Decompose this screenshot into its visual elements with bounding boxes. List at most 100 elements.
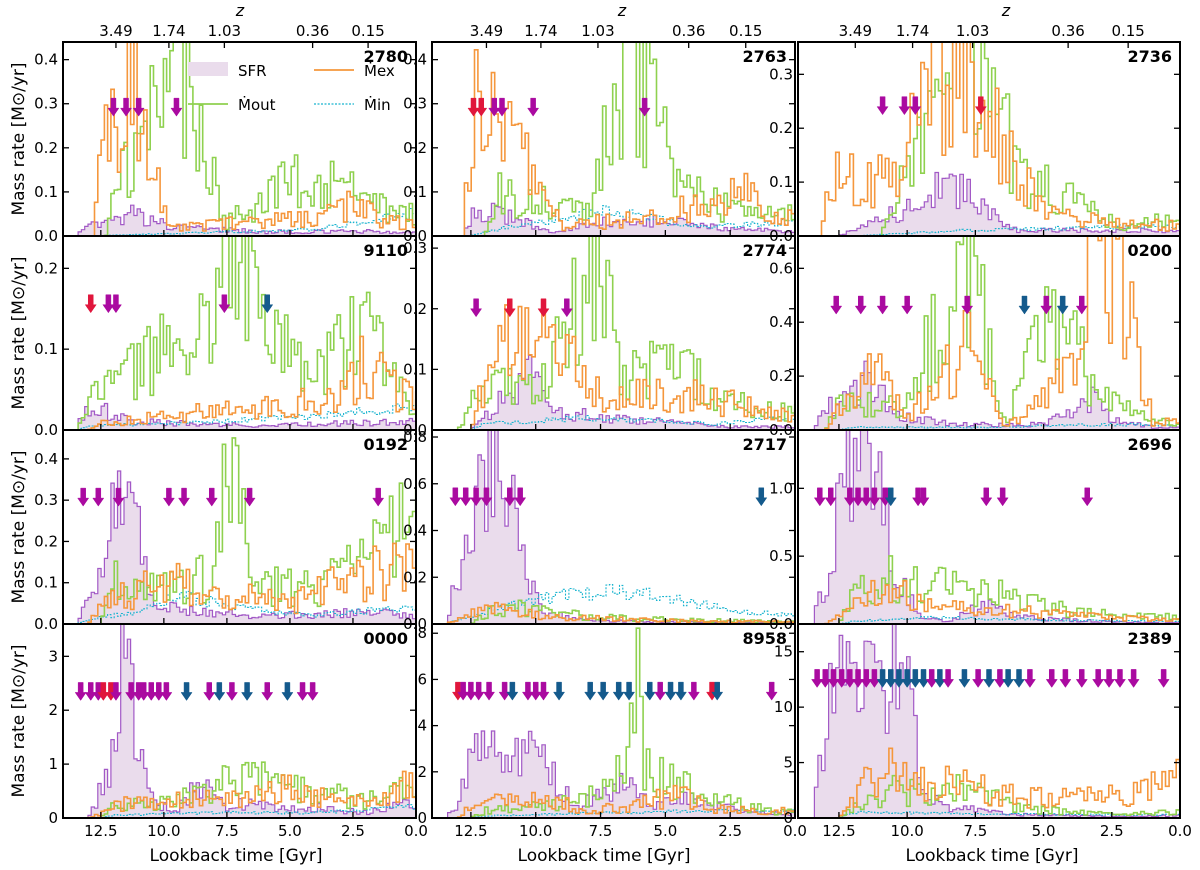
- merger-arrow-marker: [868, 669, 881, 688]
- sfr-line: [813, 624, 1180, 818]
- top-z-tick-label: 0.36: [1051, 22, 1084, 40]
- merger-arrow-marker: [623, 681, 636, 701]
- figure-labels: Mass rate [M⊙/yr] Mass rate [M⊙/yr] Mass…: [9, 1, 1078, 866]
- y-tick-label: 0.4: [34, 450, 58, 468]
- merger-arrow-marker: [464, 681, 477, 701]
- merger-arrow-marker: [145, 682, 158, 701]
- merger-arrow-marker: [898, 96, 911, 116]
- y-tick-label: 0.6: [403, 475, 427, 493]
- merger-arrow-marker: [306, 682, 319, 701]
- y-tick-label: 2: [48, 701, 58, 719]
- m-in-line: [77, 403, 416, 430]
- merger-arrow-marker: [84, 294, 97, 314]
- sfr-fill: [78, 624, 416, 818]
- y-axis-label-row-3: Mass rate [M⊙/yr]: [9, 450, 29, 603]
- panel-id-label: 2774: [742, 241, 787, 260]
- m-in-line: [814, 422, 1180, 430]
- merger-arrow-marker: [852, 669, 865, 688]
- m-ex-line: [814, 236, 1180, 430]
- merger-arrow-marker: [933, 669, 946, 688]
- merger-arrow-marker: [755, 487, 768, 507]
- panel-plot-area: [78, 624, 416, 818]
- x-axis-label-col-3: Lookback time [Gyr]: [906, 846, 1079, 866]
- m-in-line: [447, 415, 795, 430]
- merger-arrow-marker: [170, 97, 183, 117]
- merger-arrow-marker: [643, 681, 656, 701]
- merger-arrow-marker: [107, 97, 120, 117]
- merger-arrow-marker: [654, 681, 667, 701]
- merger-arrow-marker: [884, 487, 897, 507]
- merger-arrow-marker: [830, 295, 843, 315]
- m-ex-line: [78, 542, 416, 624]
- merger-arrow-marker: [480, 487, 493, 507]
- top-redshift-axes: 3.49 1.74 1.03 0.36 0.15 3.49 1.74 1.03 0.36 0.15…: [99, 22, 1145, 48]
- merger-arrow-marker: [498, 681, 511, 701]
- merger-arrow-marker: [470, 487, 483, 507]
- merger-arrow-marker: [1045, 669, 1058, 688]
- top-z-tick-label: 1.03: [956, 22, 989, 40]
- merger-arrow-marker: [909, 669, 922, 688]
- legend-label: Ṁex: [364, 61, 395, 80]
- merger-arrow-marker: [503, 298, 516, 318]
- panel-2763: 0.00.10.20.30.4 2763: [403, 41, 796, 245]
- top-axis-label-col-3: z: [1001, 1, 1011, 20]
- merger-arrow-marker: [521, 681, 534, 701]
- panel-plot-area: [813, 624, 1180, 818]
- x-tick-label: 2.5: [718, 822, 742, 840]
- merger-arrow-marker: [112, 487, 125, 507]
- merger-arrow-marker: [470, 298, 483, 318]
- merger-arrow-marker: [983, 669, 995, 688]
- top-z-tick-label: 1.74: [524, 22, 557, 40]
- y-axis-label-row-4: Mass rate [M⊙/yr]: [9, 644, 29, 797]
- merger-arrow-marker: [860, 487, 873, 507]
- merger-arrow-marker: [553, 681, 566, 701]
- top-z-tick-label: 1.74: [152, 22, 185, 40]
- y-tick-label: 0.0: [34, 615, 58, 633]
- y-tick-label: 2: [417, 763, 427, 781]
- x-tick-label: 7.5: [589, 822, 613, 840]
- merger-arrow-marker: [1013, 669, 1025, 688]
- top-z-tick-label: 3.49: [470, 22, 503, 40]
- merger-arrow-marker: [97, 682, 110, 701]
- legend-label: SFR: [238, 62, 267, 80]
- merger-arrow-marker: [901, 295, 914, 315]
- y-tick-label: 0.1: [34, 340, 58, 358]
- merger-arrow-marker: [1113, 669, 1126, 688]
- y-tick-label: 0.1: [769, 173, 793, 191]
- m-ex-line: [446, 601, 795, 624]
- m-out-line: [78, 42, 416, 236]
- merger-arrow-marker: [483, 681, 496, 701]
- y-tick-label: 8: [417, 624, 427, 642]
- merger-arrow-marker: [942, 669, 955, 688]
- merger-arrow-marker: [843, 669, 856, 688]
- top-z-tick-label: 0.15: [729, 22, 762, 40]
- panel-id-label: 2736: [1127, 47, 1172, 66]
- merger-arrow-marker: [674, 681, 687, 701]
- x-tick-label: 12.5: [454, 822, 487, 840]
- y-tick-label: 15: [774, 643, 793, 661]
- legend-label: Ṁout: [238, 95, 276, 114]
- merger-arrow-marker: [813, 487, 826, 507]
- merger-arrow-marker: [459, 487, 472, 507]
- x-tick-label: 5.0: [1032, 822, 1056, 840]
- merger-arrow-marker: [152, 682, 165, 701]
- y-tick-label: 0.4: [34, 51, 58, 69]
- merger-arrow-marker: [261, 294, 274, 314]
- panel-frame: [797, 623, 1181, 819]
- merger-arrow-marker: [560, 298, 573, 318]
- merger-arrow-marker: [925, 669, 938, 688]
- merger-arrow-marker: [488, 97, 501, 117]
- merger-arrow-marker: [1103, 669, 1116, 688]
- merger-arrow-marker: [281, 682, 294, 701]
- merger-arrow-marker: [213, 682, 226, 701]
- merger-arrow-marker: [506, 681, 519, 701]
- merger-arrow-marker: [162, 487, 175, 507]
- sfr-fill: [814, 172, 1180, 236]
- y-tick-label: 0.2: [34, 259, 58, 277]
- y-tick-label: 0.0: [34, 421, 58, 439]
- x-tick-label: 10.0: [147, 822, 180, 840]
- merger-arrow-marker: [372, 487, 385, 507]
- merger-arrow-marker: [835, 669, 848, 688]
- merger-arrow-marker: [860, 669, 873, 688]
